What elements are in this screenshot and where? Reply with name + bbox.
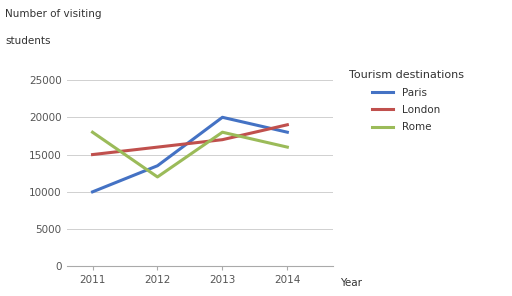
London bbox=[284, 123, 290, 126]
London bbox=[155, 145, 161, 149]
London bbox=[219, 138, 225, 141]
Paris bbox=[90, 190, 96, 194]
Text: Year: Year bbox=[340, 278, 362, 288]
Line: Rome: Rome bbox=[93, 132, 287, 177]
Rome bbox=[90, 131, 96, 134]
Line: Paris: Paris bbox=[93, 117, 287, 192]
Rome bbox=[155, 175, 161, 179]
Legend: Paris, London, Rome: Paris, London, Rome bbox=[349, 70, 464, 132]
Text: students: students bbox=[5, 36, 51, 46]
Paris bbox=[155, 164, 161, 168]
Paris bbox=[219, 115, 225, 119]
Paris bbox=[284, 131, 290, 134]
Text: Number of visiting: Number of visiting bbox=[5, 9, 101, 19]
Line: London: London bbox=[93, 125, 287, 155]
Rome bbox=[284, 145, 290, 149]
London bbox=[90, 153, 96, 156]
Rome bbox=[219, 131, 225, 134]
